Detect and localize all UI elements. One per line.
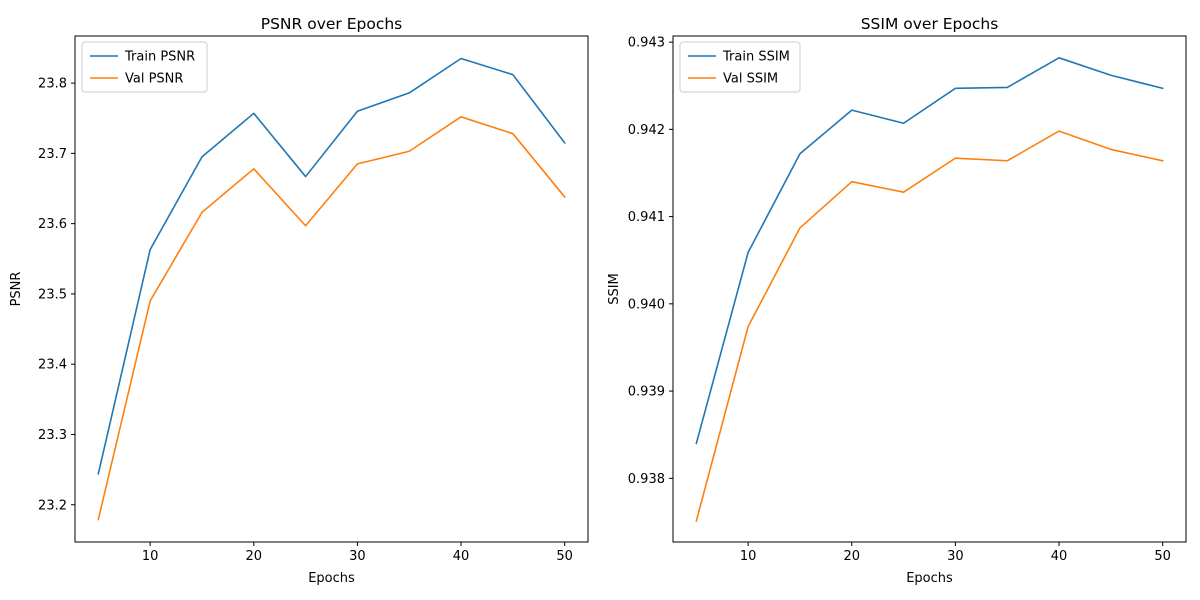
legend-entry: Val SSIM: [723, 72, 778, 87]
y-tick-label: 23.7: [38, 147, 67, 162]
x-tick-label: 30: [349, 549, 366, 564]
y-tick-label: 0.940: [628, 297, 665, 312]
y-tick-label: 23.2: [38, 498, 67, 513]
x-tick-label: 20: [843, 549, 860, 564]
legend: Train SSIM Val SSIM: [679, 41, 801, 93]
y-tick-label: 0.942: [628, 123, 665, 138]
legend-entry: Val PSNR: [125, 72, 183, 87]
x-tick-label: 30: [947, 549, 964, 564]
legend-entry: Train PSNR: [124, 50, 195, 65]
y-tick-label: 0.941: [628, 210, 665, 225]
y-tick-label: 23.8: [38, 77, 67, 92]
y-axis-label: SSIM: [607, 273, 622, 305]
chart-psnr: PSNR over Epochs 10 20 30 40 50 23.2 23.3 23.4 23…: [9, 15, 589, 586]
legend: Train PSNR Val PSNR: [81, 41, 208, 93]
x-tick-label: 20: [245, 549, 262, 564]
legend-entry: Train SSIM: [722, 50, 790, 65]
legend-box: [679, 41, 801, 93]
chart-ssim: SSIM over Epochs 10 20 30 40 50 0.938 0.939 0.94…: [607, 15, 1187, 586]
y-tick-label: 23.5: [38, 287, 67, 302]
y-tick-label: 0.938: [628, 472, 665, 487]
series-line-train-ssim: [695, 57, 1164, 445]
y-tick-label: 0.939: [628, 385, 665, 400]
x-tick-label: 40: [453, 549, 470, 564]
plot-frame: [672, 35, 1187, 543]
chart-title: SSIM over Epochs: [861, 15, 999, 33]
x-axis-label: Epochs: [906, 571, 953, 586]
y-axis-label: PSNR: [9, 272, 24, 307]
x-tick-label: 40: [1051, 549, 1068, 564]
y-tick-label: 0.943: [628, 36, 665, 51]
y-tick-label: 23.3: [38, 428, 67, 443]
chart-title: PSNR over Epochs: [261, 15, 403, 33]
series-line-train-psnr: [97, 57, 566, 475]
x-tick-label: 50: [556, 549, 573, 564]
x-tick-label: 10: [740, 549, 757, 564]
x-tick-label: 10: [142, 549, 159, 564]
y-tick-label: 23.6: [38, 217, 67, 232]
x-axis-label: Epochs: [308, 571, 355, 586]
legend-box: [81, 41, 208, 93]
series-line-val-psnr: [97, 116, 566, 521]
y-tick-label: 23.4: [38, 358, 67, 373]
series-line-val-ssim: [695, 130, 1164, 523]
x-tick-label: 50: [1154, 549, 1171, 564]
plot-frame: [74, 35, 589, 543]
